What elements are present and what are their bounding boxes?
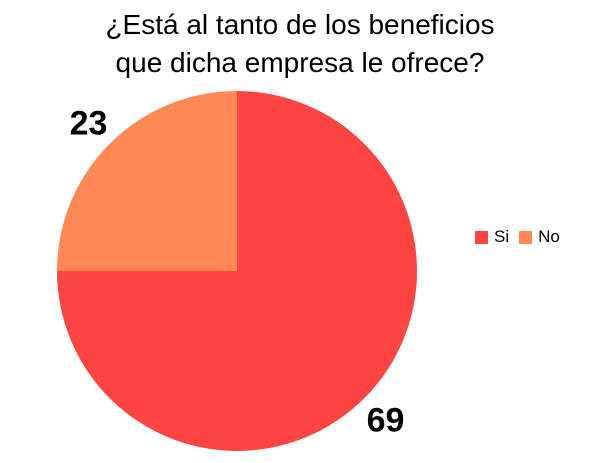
chart-title-line-1: ¿Está al tanto de los beneficios <box>105 9 495 40</box>
legend-item-si: Si <box>475 227 509 247</box>
legend-swatch-no <box>519 230 533 244</box>
pie-data-labels: 69 23 <box>70 105 405 440</box>
data-label-no: 23 <box>70 105 108 143</box>
legend-item-no: No <box>519 227 560 247</box>
data-label-si: 69 <box>367 401 405 439</box>
legend-swatch-si <box>475 230 488 244</box>
chart-title-line-2: que dicha empresa le ofrece? <box>115 47 485 78</box>
legend: Si No <box>475 227 570 247</box>
legend-label-si: Si <box>494 227 510 246</box>
chart-title: ¿Está al tanto de los beneficios que dic… <box>0 6 600 82</box>
pie-slice-no <box>57 91 237 271</box>
pie-slices <box>57 91 417 451</box>
legend-label-no: No <box>538 227 560 246</box>
